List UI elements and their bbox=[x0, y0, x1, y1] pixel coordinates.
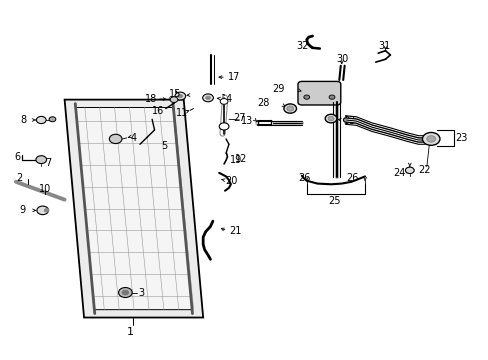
Text: 24: 24 bbox=[393, 168, 405, 178]
Text: 1: 1 bbox=[126, 327, 133, 337]
Circle shape bbox=[170, 97, 178, 103]
Text: 31: 31 bbox=[377, 41, 389, 51]
Circle shape bbox=[205, 96, 210, 100]
FancyBboxPatch shape bbox=[297, 81, 340, 105]
Circle shape bbox=[426, 136, 435, 142]
Text: 19: 19 bbox=[229, 156, 242, 165]
Circle shape bbox=[220, 99, 227, 104]
Text: 21: 21 bbox=[228, 226, 241, 237]
Text: 15: 15 bbox=[169, 89, 181, 99]
Text: 20: 20 bbox=[224, 176, 237, 186]
Text: 12: 12 bbox=[234, 154, 246, 163]
Text: 3: 3 bbox=[138, 288, 144, 297]
Text: 11: 11 bbox=[176, 108, 188, 118]
Circle shape bbox=[36, 116, 46, 123]
Circle shape bbox=[284, 104, 296, 113]
Text: 22: 22 bbox=[417, 165, 430, 175]
Circle shape bbox=[325, 114, 336, 123]
Circle shape bbox=[202, 94, 213, 102]
Text: 6: 6 bbox=[15, 152, 20, 162]
Circle shape bbox=[44, 208, 49, 212]
Polygon shape bbox=[64, 100, 203, 318]
Circle shape bbox=[109, 134, 122, 144]
Circle shape bbox=[328, 95, 334, 99]
Circle shape bbox=[286, 106, 293, 111]
Text: 25: 25 bbox=[327, 197, 340, 206]
Text: 2: 2 bbox=[17, 173, 23, 183]
Text: 29: 29 bbox=[272, 84, 285, 94]
Text: 16: 16 bbox=[152, 106, 164, 116]
Circle shape bbox=[122, 290, 128, 295]
Circle shape bbox=[49, 117, 56, 122]
Text: 18: 18 bbox=[144, 94, 157, 104]
Text: 13: 13 bbox=[240, 116, 252, 126]
Text: 27: 27 bbox=[232, 113, 245, 123]
Circle shape bbox=[219, 123, 228, 130]
Circle shape bbox=[118, 288, 132, 297]
Text: 26: 26 bbox=[346, 173, 358, 183]
Text: 30: 30 bbox=[335, 54, 347, 64]
Text: 4: 4 bbox=[130, 133, 137, 143]
Text: 23: 23 bbox=[454, 133, 467, 143]
Text: 28: 28 bbox=[257, 98, 269, 108]
Circle shape bbox=[422, 132, 439, 145]
Circle shape bbox=[178, 94, 183, 98]
Text: 17: 17 bbox=[227, 72, 240, 82]
Polygon shape bbox=[75, 108, 192, 310]
Text: 14: 14 bbox=[221, 94, 233, 104]
Text: 8: 8 bbox=[21, 115, 27, 125]
Circle shape bbox=[303, 95, 309, 99]
Text: 10: 10 bbox=[39, 184, 51, 194]
Circle shape bbox=[405, 167, 413, 174]
Text: 5: 5 bbox=[161, 141, 167, 152]
Circle shape bbox=[36, 156, 46, 163]
Text: 7: 7 bbox=[45, 158, 52, 168]
Text: 26: 26 bbox=[298, 173, 310, 183]
Text: 9: 9 bbox=[20, 205, 26, 215]
Circle shape bbox=[175, 92, 185, 100]
Circle shape bbox=[327, 116, 333, 121]
Text: 33: 33 bbox=[343, 116, 355, 126]
Circle shape bbox=[37, 206, 48, 215]
Text: 32: 32 bbox=[296, 41, 308, 51]
